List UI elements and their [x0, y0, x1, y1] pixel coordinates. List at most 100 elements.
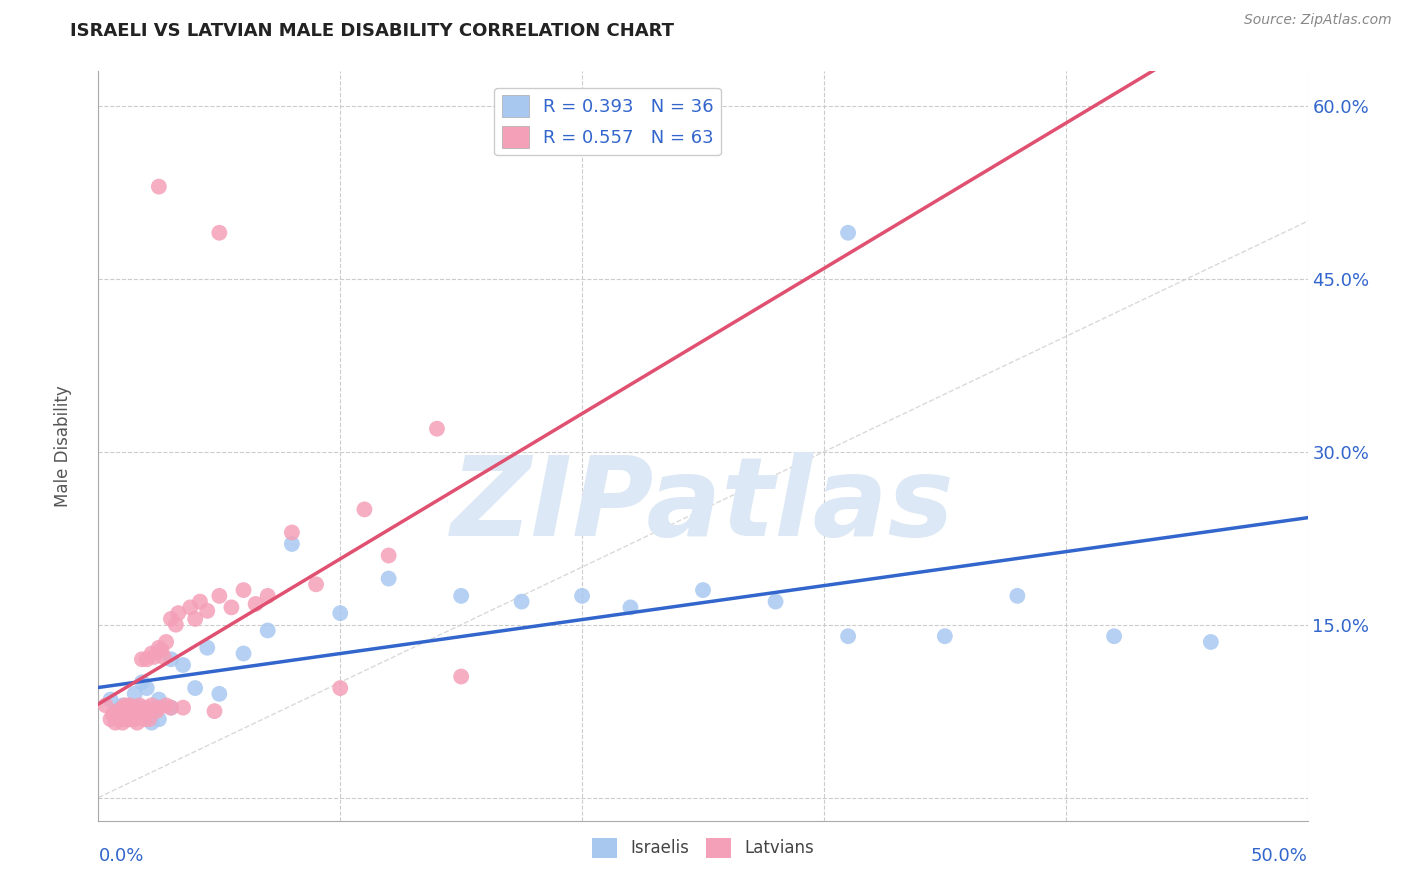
Point: [204, 704, 226, 718]
Text: 50.0%: 50.0%: [1251, 847, 1308, 865]
Text: ISRAELI VS LATVIAN MALE DISABILITY CORRELATION CHART: ISRAELI VS LATVIAN MALE DISABILITY CORRE…: [70, 22, 675, 40]
Point: [101, 707, 124, 722]
Point: [111, 698, 134, 713]
Point: [135, 710, 157, 724]
Point: [124, 712, 146, 726]
Point: [141, 647, 163, 661]
Point: [172, 658, 194, 673]
Point: [117, 704, 139, 718]
Point: [165, 617, 187, 632]
Point: [184, 681, 207, 695]
Point: [160, 700, 183, 714]
Point: [111, 700, 134, 714]
Point: [117, 707, 139, 722]
Point: [124, 706, 146, 721]
Point: [145, 704, 167, 718]
Point: [765, 594, 787, 608]
Point: [179, 600, 201, 615]
Point: [155, 698, 177, 713]
Point: [1199, 635, 1222, 649]
Point: [131, 704, 153, 718]
Point: [107, 707, 129, 722]
Point: [256, 624, 278, 638]
Point: [1102, 629, 1125, 643]
Point: [118, 698, 141, 713]
Point: [127, 715, 149, 730]
Point: [114, 698, 136, 713]
Point: [837, 226, 859, 240]
Point: [128, 698, 150, 713]
Point: [148, 712, 170, 726]
Point: [221, 600, 243, 615]
Point: [148, 179, 170, 194]
Point: [426, 422, 449, 436]
Text: 0.0%: 0.0%: [98, 847, 143, 865]
Point: [134, 712, 156, 726]
Point: [100, 712, 122, 726]
Point: [124, 687, 146, 701]
Point: [377, 549, 399, 563]
Point: [329, 606, 352, 620]
Point: [619, 600, 641, 615]
Point: [138, 704, 160, 718]
Point: [135, 681, 157, 695]
Text: Male Disability: Male Disability: [55, 385, 72, 507]
Point: [450, 669, 472, 683]
Text: Source: ZipAtlas.com: Source: ZipAtlas.com: [1244, 13, 1392, 28]
Point: [232, 647, 254, 661]
Point: [195, 640, 218, 655]
Point: [208, 226, 231, 240]
Point: [245, 597, 267, 611]
Point: [167, 606, 190, 620]
Point: [281, 537, 304, 551]
Point: [131, 700, 153, 714]
Point: [377, 572, 399, 586]
Point: [305, 577, 328, 591]
Point: [934, 629, 956, 643]
Point: [131, 652, 153, 666]
Point: [329, 681, 352, 695]
Point: [155, 635, 177, 649]
Point: [128, 707, 150, 722]
Legend: Israelis, Latvians: Israelis, Latvians: [585, 831, 821, 864]
Point: [450, 589, 472, 603]
Point: [208, 589, 231, 603]
Point: [195, 604, 218, 618]
Point: [117, 704, 139, 718]
Point: [256, 589, 278, 603]
Point: [184, 612, 207, 626]
Point: [141, 698, 163, 713]
Point: [111, 715, 134, 730]
Text: ZIPatlas: ZIPatlas: [451, 452, 955, 559]
Point: [100, 692, 122, 706]
Point: [160, 652, 183, 666]
Point: [143, 649, 166, 664]
Point: [160, 612, 183, 626]
Point: [118, 712, 141, 726]
Point: [107, 710, 129, 724]
Point: [837, 629, 859, 643]
Point: [148, 640, 170, 655]
Point: [94, 698, 117, 713]
Point: [188, 594, 211, 608]
Point: [141, 715, 163, 730]
Point: [121, 710, 143, 724]
Point: [121, 704, 143, 718]
Point: [104, 715, 127, 730]
Point: [150, 643, 173, 657]
Point: [160, 700, 183, 714]
Point: [571, 589, 593, 603]
Point: [108, 712, 131, 726]
Point: [148, 700, 170, 714]
Point: [131, 675, 153, 690]
Point: [135, 652, 157, 666]
Point: [114, 712, 136, 726]
Point: [152, 649, 174, 664]
Point: [107, 704, 129, 718]
Point: [510, 594, 533, 608]
Point: [148, 692, 170, 706]
Point: [111, 707, 134, 722]
Point: [172, 700, 194, 714]
Point: [117, 712, 139, 726]
Point: [135, 700, 157, 714]
